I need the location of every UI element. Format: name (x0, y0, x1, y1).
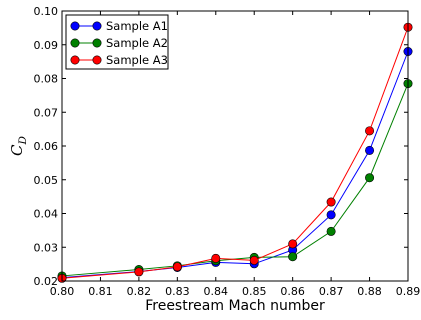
legend-marker (92, 21, 102, 31)
x-tick-label: 0.82 (127, 285, 152, 298)
legend-item: Sample A2 (70, 36, 168, 50)
y-axis-label: CD (8, 135, 29, 155)
series-2 (57, 79, 413, 281)
legend-marker (70, 38, 80, 48)
y-tick-label: 0.06 (34, 140, 59, 153)
y-tick-label: 0.02 (34, 275, 59, 288)
data-point (365, 173, 375, 183)
legend-label: Sample A3 (106, 53, 168, 67)
legend-label: Sample A1 (106, 19, 168, 33)
plot-frame (61, 10, 409, 282)
legend-label: Sample A2 (106, 36, 168, 50)
series-1 (57, 46, 413, 283)
data-point (134, 267, 144, 277)
x-tick-label: 0.86 (280, 285, 305, 298)
y-tick-label: 0.10 (34, 5, 59, 18)
legend-marker (92, 38, 102, 48)
y-axis-label-main: C (8, 144, 26, 156)
y-tick-label: 0.03 (34, 241, 59, 254)
x-tick-label: 0.87 (319, 285, 344, 298)
legend-marker (70, 21, 80, 31)
x-tick-label: 0.83 (165, 285, 190, 298)
data-point (365, 145, 375, 155)
legend-item: Sample A3 (70, 53, 168, 67)
data-point (326, 210, 336, 220)
data-point (172, 262, 182, 272)
y-tick-label: 0.07 (34, 106, 59, 119)
series-line (61, 83, 409, 277)
x-axis-label: Freestream Mach number (145, 298, 325, 314)
x-tick-label: 0.85 (242, 285, 267, 298)
y-tick-label: 0.09 (34, 39, 59, 52)
series-3 (57, 22, 413, 283)
y-tick-label: 0.08 (34, 73, 59, 86)
series-line (61, 51, 409, 279)
y-tick-label: 0.05 (34, 174, 59, 187)
legend-item: Sample A1 (70, 19, 168, 33)
data-point (211, 253, 221, 263)
x-tick-label: 0.84 (204, 285, 229, 298)
data-point (326, 197, 336, 207)
legend-marker (92, 55, 102, 65)
data-point (249, 255, 259, 265)
x-tick-label: 0.81 (88, 285, 113, 298)
data-point (365, 126, 375, 136)
x-tick-label: 0.89 (396, 285, 421, 298)
y-axis-label-subscript: D (17, 135, 29, 145)
data-point (288, 252, 298, 262)
data-point (288, 239, 298, 249)
data-point (326, 226, 336, 236)
y-tick-label: 0.04 (34, 208, 59, 221)
x-tick-label: 0.88 (357, 285, 382, 298)
legend-marker (70, 55, 80, 65)
x-tick-label: 0.80 (50, 285, 75, 298)
tick-labels: 0.80 0.81 0.82 0.83 0.84 0.85 0.86 0.87 0.88 0.89… (34, 5, 421, 298)
legend: Sample A1 Sample A2 Sample A3 (65, 14, 169, 70)
series-layer (57, 22, 413, 283)
